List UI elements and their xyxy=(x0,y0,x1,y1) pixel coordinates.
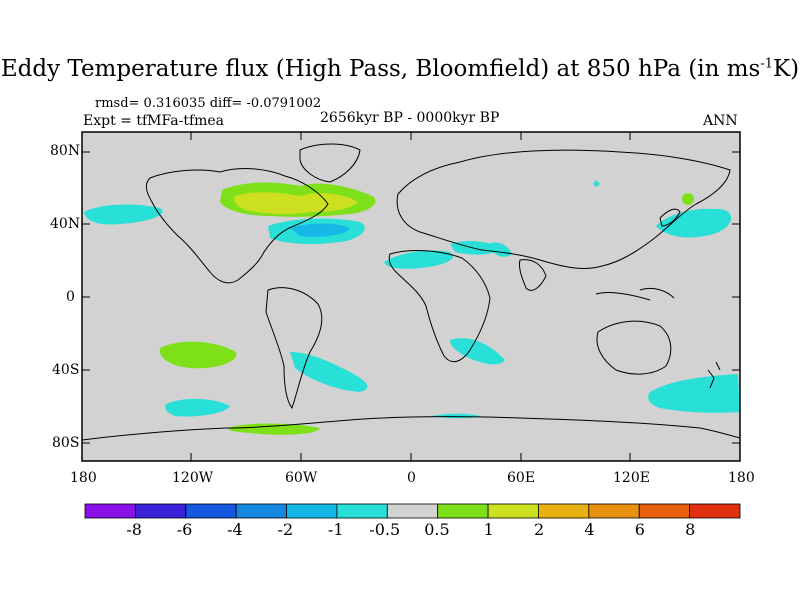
lat-ticks xyxy=(82,151,740,444)
colorbar-swatch xyxy=(386,503,439,519)
period-label: 2656kyr BP - 0000kyr BP xyxy=(320,110,500,126)
colorbar-swatch xyxy=(588,503,640,519)
colorbar-label: -4 xyxy=(227,520,243,539)
colorbar-swatch xyxy=(437,503,489,519)
colorbar-label: -0.5 xyxy=(369,520,401,539)
season-label: ANN xyxy=(703,113,738,129)
colorbar-swatch xyxy=(538,503,590,519)
colorbar-swatch xyxy=(185,503,237,519)
colorbar-swatch xyxy=(638,503,691,519)
lat-label-40n: 40N xyxy=(50,216,81,232)
lat-label-80s: 80S xyxy=(52,435,80,451)
colorbar-label: -2 xyxy=(277,520,294,539)
colorbar-swatch xyxy=(235,503,287,519)
lon-label-180e: 180 xyxy=(728,470,755,486)
lon-label-0: 0 xyxy=(407,470,416,486)
colorbar-swatch xyxy=(487,503,539,519)
colorbar-swatch xyxy=(286,503,338,519)
colorbar-swatch xyxy=(84,503,136,519)
colorbar-swatch xyxy=(336,503,388,519)
colorbar-label: -1 xyxy=(327,520,344,539)
colorbar-label: -6 xyxy=(176,520,193,539)
experiment-label: Expt = tfMFa-tfmea xyxy=(83,113,225,129)
stats-label: rmsd= 0.316035 diff= -0.0791002 xyxy=(95,96,322,111)
lon-label-120e: 120E xyxy=(613,470,650,486)
lon-ticks xyxy=(190,132,631,461)
lon-label-60e: 60E xyxy=(507,470,536,486)
colorbar-swatch xyxy=(689,503,741,519)
colorbar-label: 6 xyxy=(634,520,645,539)
colorbar-label: 4 xyxy=(584,520,595,539)
lat-label-0: 0 xyxy=(66,289,75,305)
colorbar-label: -8 xyxy=(126,520,142,539)
lon-label-120w: 120W xyxy=(172,470,214,486)
colorbar-label: 2 xyxy=(533,520,545,539)
lat-label-40s: 40S xyxy=(52,362,80,378)
colorbar-label: 0.5 xyxy=(424,520,450,539)
coastlines xyxy=(81,143,741,441)
colorbar-swatch xyxy=(134,503,187,519)
lon-label-180w: 180 xyxy=(70,470,97,486)
colorbar-label: 1 xyxy=(483,520,494,539)
colorbar xyxy=(84,503,741,519)
lon-label-60w: 60W xyxy=(285,470,318,486)
anomaly-fills xyxy=(84,180,740,435)
lat-label-80n: 80N xyxy=(50,143,81,159)
colorbar-label: 8 xyxy=(685,520,696,539)
map-title: Eddy Temperature flux (High Pass, Bloomf… xyxy=(0,56,800,82)
